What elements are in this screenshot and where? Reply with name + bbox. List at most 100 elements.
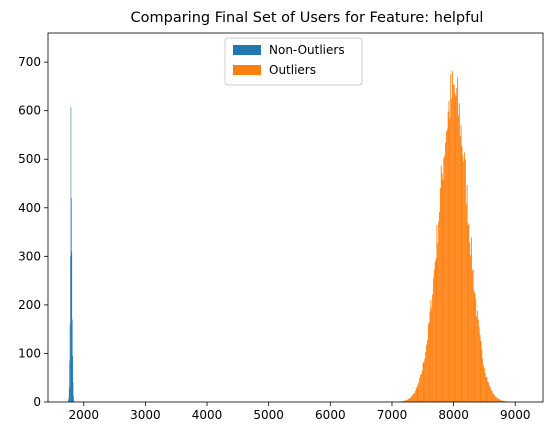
bar-outliers-88	[473, 291, 475, 402]
bar-outliers-114	[496, 397, 497, 402]
bar-outliers-74	[461, 145, 463, 402]
bar-outliers-97	[481, 348, 483, 402]
bar-outliers-122	[502, 400, 504, 402]
bar-outliers-31	[424, 358, 426, 402]
x-tick-label-8000: 8000	[438, 408, 469, 422]
bar-outliers-103	[486, 377, 488, 402]
bar-outliers-118	[499, 399, 501, 402]
y-tick-label-700: 700	[18, 55, 41, 69]
bar-outliers-101	[484, 373, 486, 402]
bar-non-outliers-10	[72, 355, 73, 402]
bar-outliers-61	[450, 73, 452, 402]
bar-outliers-83	[469, 242, 471, 402]
bar-outliers-44	[435, 258, 437, 402]
bar-outliers-71	[458, 103, 460, 402]
bar-outliers-50	[440, 165, 442, 402]
bar-outliers-67	[455, 96, 457, 402]
y-tick-label-100: 100	[18, 346, 41, 360]
bar-outliers-6	[402, 401, 404, 402]
bar-outliers-76	[463, 161, 465, 402]
bar-outliers-104	[487, 381, 489, 402]
x-tick-label-4000: 4000	[192, 408, 223, 422]
bar-non-outliers-7	[71, 198, 72, 402]
bar-non-outliers-1	[68, 398, 70, 402]
bar-outliers-93	[477, 319, 479, 402]
bar-outliers-99	[483, 365, 484, 402]
legend-label-1: Outliers	[269, 63, 316, 77]
bar-non-outliers-4	[69, 324, 71, 402]
bar-outliers-108	[490, 390, 492, 402]
bar-outliers-57	[446, 129, 448, 403]
bar-outliers-19	[414, 393, 415, 402]
bar-outliers-117	[498, 399, 500, 402]
bar-outliers-78	[464, 159, 466, 402]
bar-outliers-29	[422, 362, 424, 402]
bar-outliers-96	[480, 341, 482, 402]
bar-non-outliers-9	[71, 319, 73, 402]
bar-non-outliers-8	[71, 251, 73, 402]
bar-outliers-119	[500, 400, 502, 402]
bar-outliers-41	[433, 278, 434, 402]
x-tick-label-6000: 6000	[315, 408, 346, 422]
bar-outliers-82	[468, 223, 470, 402]
bar-outliers-91	[476, 316, 478, 402]
bar-outliers-94	[478, 327, 480, 402]
y-tick-label-400: 400	[18, 201, 41, 215]
bar-outliers-32	[425, 352, 427, 402]
bar-outliers-54	[444, 155, 446, 402]
bar-outliers-35	[427, 324, 429, 402]
bar-outliers-10	[406, 400, 408, 402]
bar-outliers-27	[420, 373, 422, 402]
bar-outliers-9	[405, 400, 407, 402]
bar-non-outliers-3	[69, 360, 70, 402]
bar-outliers-89	[474, 292, 476, 402]
plot-frame	[47, 32, 544, 403]
bar-outliers-58	[447, 111, 449, 402]
bar-outliers-53	[443, 158, 445, 402]
legend-swatch-0	[233, 45, 261, 55]
bar-outliers-64	[452, 84, 454, 402]
bar-outliers-48	[439, 211, 440, 402]
y-axis: 0 100 200 300 400 500 600 700	[18, 55, 48, 409]
bar-non-outliers-0	[68, 400, 69, 402]
bar-outliers-100	[483, 368, 485, 402]
bar-non-outliers-11	[72, 382, 74, 402]
bar-outliers-13	[408, 398, 410, 402]
bar-non-outliers-12	[73, 396, 74, 402]
bar-outliers-109	[491, 390, 493, 402]
bar-outliers-8	[404, 400, 406, 402]
bar-outliers-24	[418, 382, 420, 402]
bar-outliers-73	[460, 124, 462, 402]
bar-outliers-112	[494, 394, 496, 402]
bar-outliers-107	[489, 387, 491, 402]
bar-outliers-12	[408, 398, 409, 402]
bar-outliers-30	[423, 361, 425, 402]
bar-outliers-40	[432, 294, 434, 402]
bar-outliers-68	[456, 88, 458, 402]
bar-outliers-11	[407, 399, 408, 402]
bar-outliers-52	[442, 179, 444, 402]
bar-outliers-84	[470, 255, 471, 402]
bar-outliers-5	[401, 401, 403, 402]
bars-layer	[68, 71, 509, 403]
bar-outliers-116	[497, 398, 499, 402]
bar-outliers-26	[420, 374, 421, 402]
bar-outliers-49	[439, 188, 441, 402]
bar-outliers-75	[462, 155, 464, 402]
bar-outliers-46	[437, 243, 439, 402]
bar-outliers-45	[436, 225, 438, 402]
bar-outliers-28	[421, 370, 423, 402]
bar-outliers-72	[459, 135, 461, 402]
bar-outliers-120	[501, 400, 503, 402]
x-tick-label-9000: 9000	[500, 408, 531, 422]
bar-outliers-18	[413, 393, 415, 402]
bar-outliers-47	[438, 221, 440, 402]
bar-outliers-110	[492, 393, 494, 402]
bar-outliers-25	[419, 378, 421, 402]
bar-outliers-42	[433, 269, 435, 402]
bar-outliers-121	[502, 400, 503, 402]
legend: Non-Outliers Outliers	[224, 37, 363, 86]
bar-outliers-63	[452, 71, 453, 403]
x-axis: 2000 3000 4000 5000 6000 7000 8000 9000	[68, 402, 531, 422]
